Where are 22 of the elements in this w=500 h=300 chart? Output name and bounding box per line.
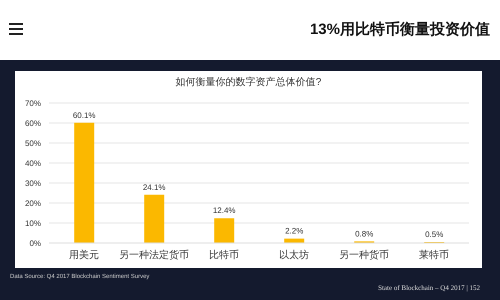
x-tick-label: 另一种货币 [339, 249, 389, 262]
x-tick-label: 比特币 [209, 249, 239, 262]
data-label: 2.2% [285, 226, 304, 236]
y-tick-label: 60% [24, 118, 41, 128]
y-tick-label: 30% [24, 178, 41, 188]
data-label: 24.1% [142, 182, 166, 192]
x-tick-label: 莱特币 [419, 249, 449, 262]
y-tick-label: 10% [24, 218, 41, 228]
data-label: 12.4% [212, 206, 236, 216]
y-tick-label: 40% [24, 158, 41, 168]
x-tick-label: 以太坊 [279, 249, 309, 262]
data-label: 0.8% [355, 229, 374, 238]
chart-title: 13%用比特币衡量投资价值 [310, 20, 490, 39]
data-label: 0.5% [425, 230, 444, 239]
x-tick-label: 用美元 [69, 249, 99, 262]
y-tick-label: 20% [24, 198, 41, 208]
y-tick-label: 0% [29, 238, 41, 248]
y-tick-label: 70% [24, 98, 41, 108]
data-label: 60.1% [72, 110, 96, 120]
chart-subtitle: 如何衡量你的数字资产总体价值? [174, 76, 322, 89]
y-tick-label: 50% [24, 138, 41, 148]
x-tick-label: 另一种法定货币 [119, 249, 189, 262]
